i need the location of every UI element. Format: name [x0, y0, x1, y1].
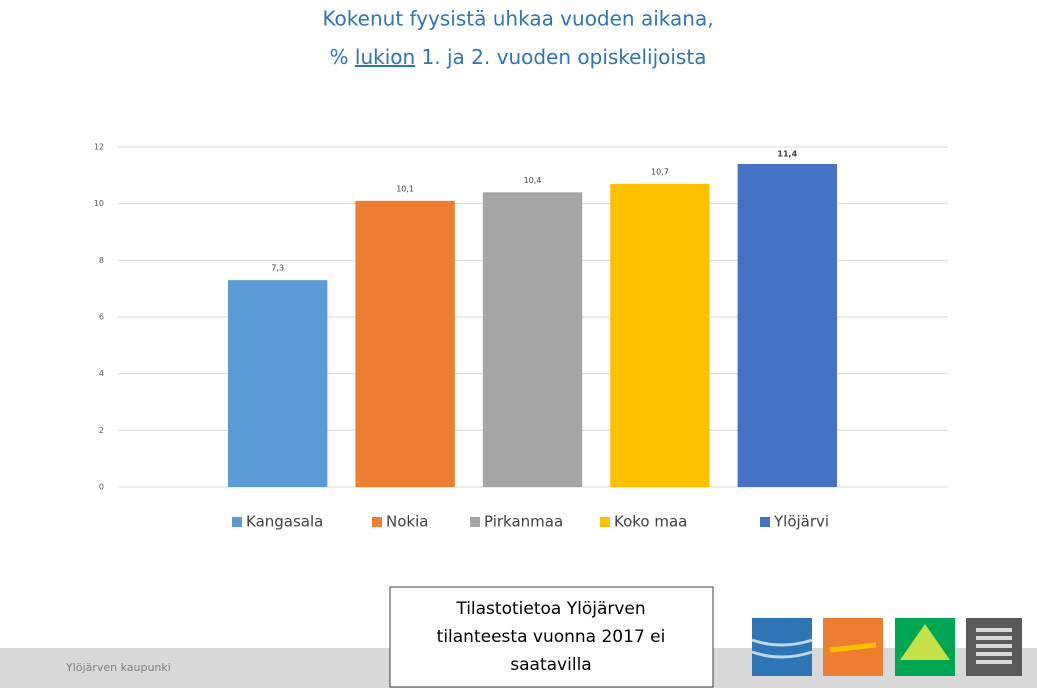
legend-label: Kangasala — [246, 513, 323, 531]
y-tick-label: 6 — [99, 313, 104, 322]
legend-swatch — [372, 517, 382, 527]
value-label: 7,3 — [271, 264, 284, 273]
value-label: 11,4 — [777, 150, 797, 159]
logo-detail — [751, 638, 813, 659]
logo-detail — [829, 642, 877, 653]
legend-swatch — [470, 517, 480, 527]
y-tick-label: 10 — [94, 199, 104, 208]
notice-box — [389, 586, 714, 688]
bar — [482, 192, 583, 488]
legend-swatch — [600, 517, 610, 527]
logo — [752, 618, 812, 676]
legend-swatch — [232, 517, 242, 527]
y-tick-label: 8 — [99, 256, 104, 265]
title-part: % — [330, 45, 355, 69]
legend-swatch — [760, 517, 770, 527]
logo-detail — [900, 624, 950, 660]
bar — [228, 280, 328, 487]
y-tick-label: 4 — [99, 369, 104, 378]
legend-label: Ylöjärvi — [773, 513, 829, 531]
value-label: 10,1 — [396, 184, 414, 193]
value-label: 10,4 — [524, 176, 542, 185]
y-tick-label: 12 — [94, 143, 104, 152]
title-line: Kokenut fyysistä uhkaa vuoden aikana, — [322, 7, 713, 31]
legend-label: Nokia — [386, 513, 428, 531]
title-line: % lukion 1. ja 2. vuoden opiskelijoista — [330, 45, 707, 69]
bar — [737, 164, 837, 487]
legend-label: Pirkanmaa — [484, 513, 563, 531]
y-tick-label: 2 — [99, 426, 104, 435]
y-tick-label: 0 — [99, 483, 104, 492]
notice-line: Tilastotietoa Ylöjärven — [455, 599, 645, 619]
notice-line: tilanteesta vuonna 2017 ei — [437, 627, 666, 647]
bar — [355, 200, 455, 488]
chart: 0 2 4 6 8 10 12 7,3 10,1 10,4 10,7 11,4 Kangasala Nok… — [94, 143, 948, 531]
title-part: 1. ja 2. vuoden opiskelijoista — [415, 45, 706, 69]
logos — [751, 618, 1022, 676]
title-part: lukion — [355, 45, 415, 69]
footer-text: Ylöjärven kaupunki — [65, 661, 171, 674]
logo-detail — [976, 628, 1012, 664]
notice-line: saatavilla — [510, 655, 591, 675]
bar — [610, 183, 710, 488]
value-label: 10,7 — [651, 167, 669, 176]
legend-label: Koko maa — [614, 513, 687, 531]
